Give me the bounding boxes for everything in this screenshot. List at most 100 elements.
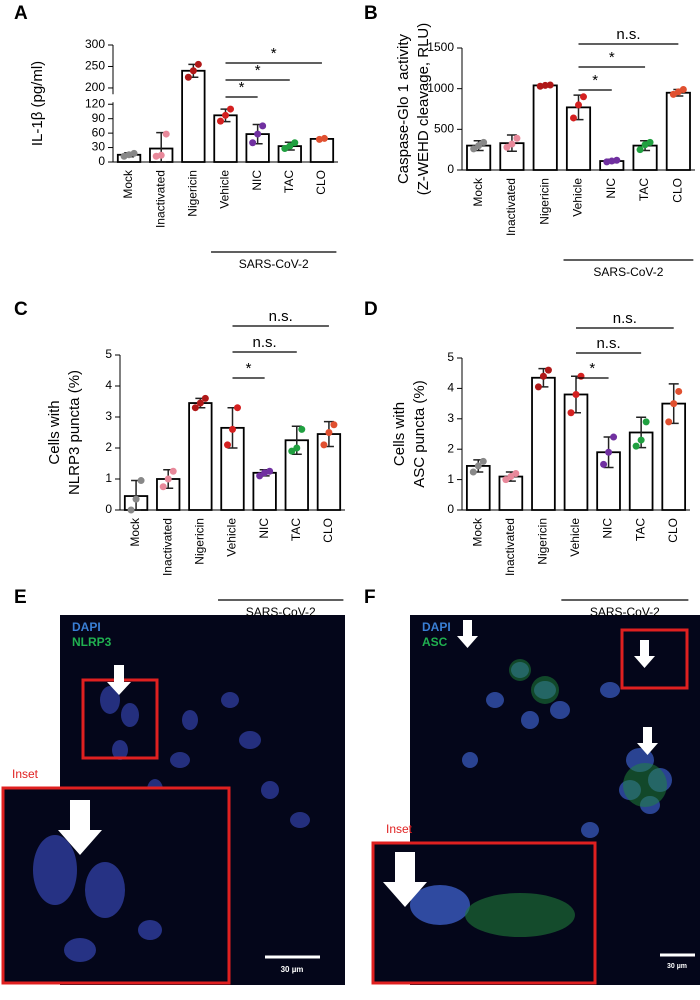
bar [532, 84, 558, 171]
significance-label: n.s. [596, 335, 620, 352]
data-point [539, 372, 547, 380]
y-tick-label: 3 [447, 411, 454, 425]
bar [531, 376, 556, 511]
y-axis-label: IL-1β (pg/ml) [29, 61, 46, 146]
data-point [470, 145, 478, 153]
data-point [541, 81, 549, 89]
y-tick-label: 1500 [427, 40, 454, 54]
x-tick-label: Mock [121, 169, 135, 199]
micrograph-e: 30 µm DAPI NLRP3 Inset E [1, 587, 345, 985]
data-point [642, 418, 650, 426]
channel-label: DAPI [422, 620, 451, 634]
significance-label: * [609, 49, 615, 66]
data-point [293, 444, 301, 452]
group-label: SARS-CoV-2 [590, 605, 660, 619]
significance-label: * [239, 79, 245, 96]
data-point [201, 394, 209, 402]
data-point [600, 460, 608, 468]
y-tick-label: 90 [92, 111, 106, 125]
data-point [222, 111, 229, 119]
x-tick-label: CLO [666, 518, 680, 543]
data-point [191, 404, 199, 412]
data-point [159, 483, 167, 491]
data-point [469, 468, 477, 476]
y-tick-label: 1 [105, 471, 112, 485]
group-label: SARS-CoV-2 [246, 605, 316, 619]
significance-label: * [589, 360, 595, 377]
y-tick-label: 1 [447, 472, 454, 486]
data-point [474, 462, 482, 470]
data-point [249, 139, 257, 147]
bar [181, 69, 206, 163]
data-point [512, 470, 520, 478]
data-point [320, 134, 328, 142]
x-tick-label: NIC [604, 178, 618, 199]
y-tick-label: 2 [105, 440, 112, 454]
x-tick-label: Vehicle [218, 170, 232, 209]
x-tick-label: TAC [282, 170, 296, 193]
x-tick-label: Nigericin [536, 518, 550, 565]
data-point [479, 457, 487, 465]
inset-label: Inset [386, 822, 413, 836]
y-axis-label: ASC puncta (%) [411, 380, 428, 488]
panel-letter: D [364, 299, 378, 320]
data-point [157, 151, 165, 159]
data-point [513, 134, 521, 142]
bar [188, 402, 213, 511]
data-point [130, 149, 138, 157]
y-axis-label: Cells with [391, 402, 408, 466]
data-point [665, 418, 673, 426]
y-axis-label: Cells with [46, 400, 63, 464]
significance-label: n.s. [616, 26, 640, 43]
group-label: SARS-CoV-2 [239, 257, 309, 271]
significance-label: * [592, 72, 598, 89]
data-point [646, 138, 654, 146]
bar [252, 471, 277, 511]
data-point [227, 105, 234, 113]
y-tick-label: 500 [434, 122, 454, 136]
data-point [259, 122, 267, 130]
y-axis-label: NLRP3 puncta (%) [66, 370, 83, 495]
data-point [572, 390, 580, 398]
data-point [164, 475, 172, 483]
x-tick-label: Inactivated [153, 170, 167, 228]
data-point [480, 138, 488, 146]
data-point [196, 399, 204, 407]
data-point [266, 467, 274, 475]
data-point [670, 400, 678, 408]
data-point [320, 441, 328, 449]
x-tick-label: TAC [633, 518, 647, 541]
x-tick-label: Vehicle [571, 178, 585, 217]
data-point [132, 495, 140, 503]
x-tick-label: Nigericin [186, 170, 200, 217]
data-point [544, 366, 552, 374]
y-tick-label: 4 [105, 378, 112, 392]
y-tick-label: 5 [447, 350, 454, 364]
data-point [169, 467, 177, 475]
bar [665, 91, 691, 171]
y-tick-label: 0 [447, 162, 454, 176]
panel-letter: C [14, 299, 28, 320]
y-tick-label: 1000 [427, 81, 454, 95]
inset-label: Inset [12, 767, 39, 781]
y-tick-label: 2 [447, 441, 454, 455]
data-point [534, 383, 542, 391]
data-point [637, 436, 645, 444]
data-point [137, 477, 145, 485]
scale-bar-label: 30 µm [667, 963, 687, 970]
significance-label: n.s. [253, 334, 277, 351]
y-tick-label: 3 [105, 409, 112, 423]
x-tick-label: Mock [128, 517, 142, 547]
data-point [577, 372, 585, 380]
y-axis-label: (Z-WEHD cleavage, RLU) [415, 23, 432, 196]
data-point [325, 429, 333, 436]
data-point [288, 447, 296, 455]
data-point [229, 425, 236, 433]
x-tick-label: CLO [321, 518, 335, 543]
x-tick-label: NIC [601, 518, 615, 539]
x-tick-label: NIC [250, 170, 264, 191]
y-tick-label: 0 [447, 502, 454, 516]
x-tick-label: Vehicle [568, 518, 582, 557]
x-tick-label: Mock [470, 517, 484, 547]
data-point [679, 85, 687, 93]
